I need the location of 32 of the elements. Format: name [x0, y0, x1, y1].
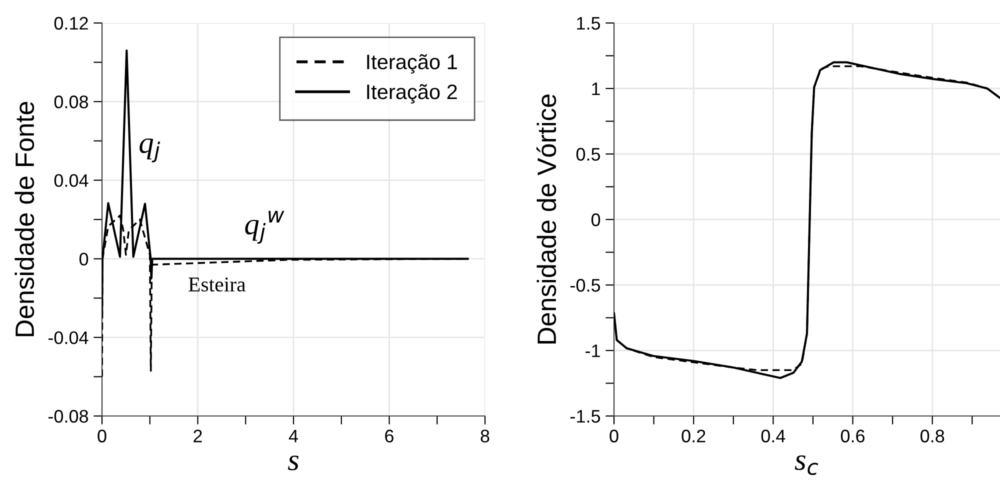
- annotation: Esteira: [188, 278, 246, 292]
- y-tick-label: 0.12: [54, 16, 88, 30]
- x-tick-label: 0: [610, 430, 618, 442]
- x-axis-title: s: [288, 456, 299, 470]
- y-tick-label: 0: [591, 213, 600, 226]
- x-tick-label: 2: [194, 430, 202, 442]
- annotation: q$_{j}$: [140, 138, 160, 162]
- y-axis-title: Densidade de Vórtice: [536, 94, 556, 344]
- y-tick-label: 0.08: [54, 96, 88, 108]
- y-tick-label: -1: [586, 344, 600, 358]
- x-tick-label: 0.4: [761, 430, 786, 442]
- x-tick-label: 0.6: [840, 430, 865, 442]
- x-tick-label: 0.8: [920, 430, 944, 442]
- annotation: q$_{j}$$^{w}$: [245, 210, 284, 244]
- legend-label: Iteração 1: [367, 54, 457, 74]
- y-tick-label: 0.5: [576, 148, 600, 161]
- y-tick-label: 1: [592, 82, 600, 96]
- x-tick-label: 8: [480, 430, 490, 442]
- x-tick-label: 6: [385, 430, 394, 442]
- x-tick-label: 4: [288, 430, 298, 442]
- legend-label: Iteração 2: [367, 84, 457, 104]
- y-tick-label: -1.5: [570, 410, 600, 423]
- y-tick-label: -0.08: [48, 410, 88, 423]
- y-tick-label: -0.04: [48, 331, 88, 344]
- x-tick-label: 0.2: [682, 430, 706, 442]
- y-tick-label: 1.5: [577, 17, 600, 30]
- x-tick-label: 0: [98, 430, 106, 442]
- y-tick-label: 0: [79, 252, 88, 266]
- x-axis-title: s$_{c}$: [794, 455, 818, 476]
- y-tick-label: -0.5: [570, 278, 600, 292]
- y-axis-title: Densidade de Fonte: [14, 102, 34, 336]
- y-tick-label: 0.04: [54, 174, 88, 187]
